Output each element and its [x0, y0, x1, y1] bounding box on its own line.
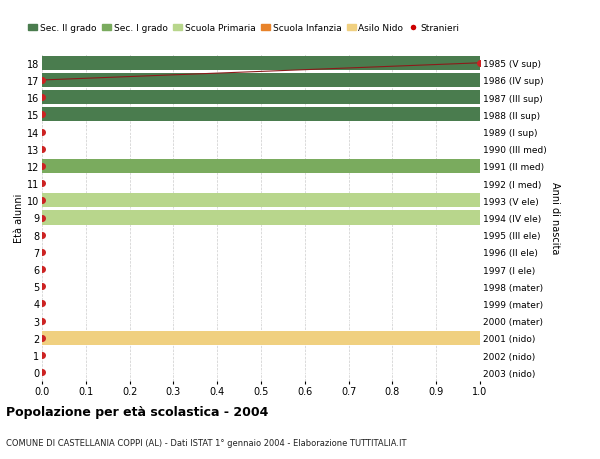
Bar [42, 194, 480, 208]
Text: COMUNE DI CASTELLANIA COPPI (AL) - Dati ISTAT 1° gennaio 2004 - Elaborazione TUT: COMUNE DI CASTELLANIA COPPI (AL) - Dati … [6, 438, 407, 447]
Bar [42, 74, 480, 88]
Bar [42, 160, 480, 174]
Bar [42, 91, 480, 105]
Legend: Sec. II grado, Sec. I grado, Scuola Primaria, Scuola Infanzia, Asilo Nido, Stran: Sec. II grado, Sec. I grado, Scuola Prim… [25, 21, 463, 37]
Text: Popolazione per età scolastica - 2004: Popolazione per età scolastica - 2004 [6, 405, 268, 419]
Bar [42, 56, 480, 71]
Y-axis label: Età alunni: Età alunni [14, 193, 24, 243]
Bar [42, 211, 480, 225]
Y-axis label: Anni di nascita: Anni di nascita [550, 182, 560, 254]
Bar [42, 108, 480, 122]
Bar [42, 331, 480, 345]
